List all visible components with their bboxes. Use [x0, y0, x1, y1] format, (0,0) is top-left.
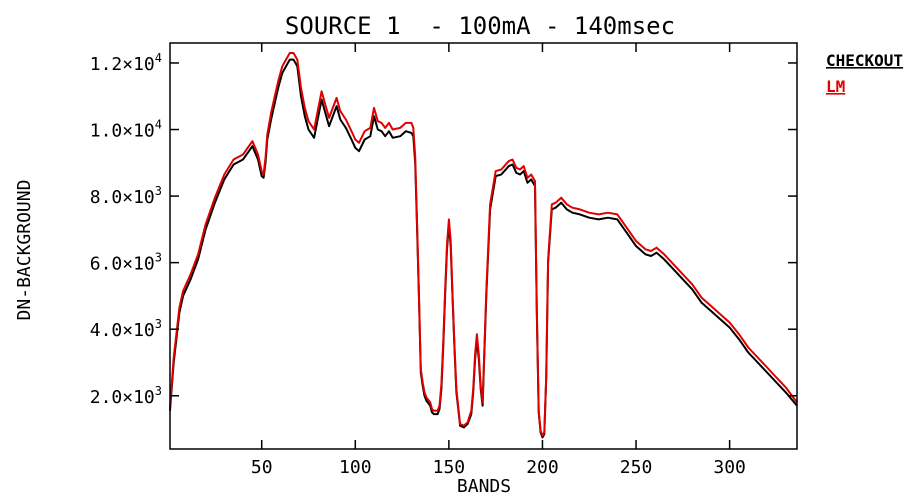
y-tick-exponent: 3 [155, 317, 162, 331]
y-tick-mantissa: 1.0×10 [90, 121, 155, 142]
series-line-lm [169, 52, 798, 437]
legend: CHECKOUT LM [826, 51, 903, 96]
plot-frame [169, 42, 798, 450]
x-ticks: 50 100 150 200 250 300 [251, 43, 746, 478]
x-tick-label: 150 [433, 457, 466, 478]
y-tick-exponent: 3 [155, 184, 162, 198]
y-tick-exponent: 3 [155, 251, 162, 265]
y-tick-exponent: 4 [155, 118, 162, 132]
y-tick-mantissa: 8.0×10 [90, 187, 155, 208]
y-tick-mantissa: 2.0×10 [90, 387, 155, 408]
x-axis-label: BANDS [457, 476, 511, 494]
x-tick-label: 250 [620, 457, 653, 478]
y-tick-mantissa: 6.0×10 [90, 254, 155, 275]
y-tick-label: 8.0×103 [90, 184, 162, 208]
y-tick-label: 4.0×103 [90, 317, 162, 341]
y-tick-label: 1.2×104 [90, 51, 162, 75]
y-tick-mantissa: 1.2×10 [90, 54, 155, 75]
chart-title: SOURCE 1 - 100mA - 140msec [285, 12, 675, 40]
y-ticks: 2.0×1034.0×1036.0×1038.0×1031.0×1041.2×1… [90, 51, 797, 408]
y-tick-label: 6.0×103 [90, 251, 162, 275]
x-tick-label: 50 [251, 457, 273, 478]
y-tick-exponent: 4 [155, 51, 162, 65]
y-tick-label: 2.0×103 [90, 384, 162, 408]
series-layer [169, 52, 798, 439]
legend-entry-checkout: CHECKOUT [826, 51, 903, 70]
y-tick-exponent: 3 [155, 384, 162, 398]
x-tick-label: 200 [526, 457, 559, 478]
y-tick-mantissa: 4.0×10 [90, 320, 155, 341]
y-tick-label: 1.0×104 [90, 118, 162, 142]
legend-entry-lm: LM [826, 77, 845, 96]
x-tick-label: 300 [713, 457, 746, 478]
y-axis-label: DN-BACKGROUND [14, 180, 35, 321]
x-tick-label: 100 [339, 457, 372, 478]
